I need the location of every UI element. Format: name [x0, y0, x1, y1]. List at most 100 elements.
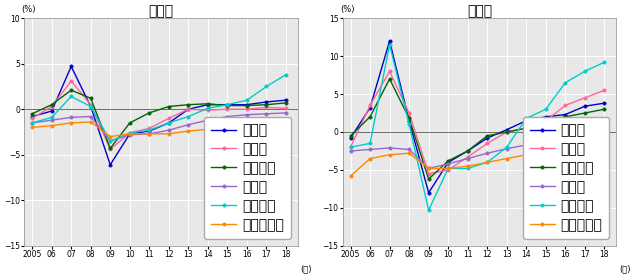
地方その他: [347, 174, 354, 178]
名古屋圈: [522, 127, 530, 130]
大阪圈: [522, 127, 530, 130]
東京圈: [522, 119, 530, 122]
地方四市: [444, 167, 452, 170]
東京圈: [184, 108, 192, 111]
地方その他: [366, 157, 374, 160]
東京圈: [243, 103, 250, 106]
地方その他: [224, 124, 231, 127]
地方圈: [522, 143, 530, 147]
地方四市: [48, 116, 56, 119]
大阪圈: [366, 104, 374, 107]
大阪圈: [165, 117, 172, 120]
地方四市: [29, 121, 36, 124]
地方圈: [107, 139, 114, 143]
地方その他: [67, 121, 75, 124]
東京圈: [262, 100, 270, 104]
地方圈: [464, 157, 472, 160]
地方その他: [282, 121, 290, 124]
地方圈: [126, 133, 134, 136]
大阪圈: [444, 168, 452, 172]
東京圈: [444, 161, 452, 164]
地方圈: [224, 115, 231, 118]
地方四市: [107, 139, 114, 143]
地方圈: [262, 112, 270, 115]
地方圈: [184, 123, 192, 126]
Text: (%): (%): [340, 5, 354, 14]
名古屋圈: [600, 108, 608, 111]
地方圈: [366, 148, 374, 151]
地方その他: [600, 134, 608, 137]
名古屋圈: [542, 119, 550, 122]
Line: 地方その他: 地方その他: [349, 134, 606, 178]
Line: 地方圈: 地方圈: [349, 132, 606, 170]
大阪圈: [126, 131, 134, 135]
東京圈: [503, 128, 510, 131]
地方圈: [87, 115, 94, 118]
東京圈: [87, 105, 94, 108]
東京圈: [224, 103, 231, 106]
大阪圈: [29, 117, 36, 120]
名古屋圈: [282, 101, 290, 105]
地方四市: [347, 145, 354, 149]
地方その他: [385, 153, 393, 156]
地方圈: [562, 138, 569, 141]
名古屋圈: [581, 112, 588, 115]
地方四市: [262, 85, 270, 88]
大阪圈: [600, 89, 608, 92]
地方四市: [483, 161, 491, 164]
大阪圈: [282, 107, 290, 110]
地方四市: [522, 117, 530, 120]
Line: 地方四市: 地方四市: [349, 43, 606, 212]
地方その他: [107, 135, 114, 138]
地方四市: [145, 129, 153, 132]
地方圈: [67, 116, 75, 119]
地方圈: [405, 148, 413, 151]
地方その他: [87, 120, 94, 124]
大阪圈: [67, 79, 75, 83]
地方四市: [67, 95, 75, 98]
名古屋圈: [444, 159, 452, 163]
名古屋圈: [48, 103, 56, 106]
名古屋圈: [562, 115, 569, 118]
地方その他: [483, 161, 491, 164]
東京圈: [165, 121, 172, 124]
地方四市: [503, 145, 510, 149]
大阪圈: [562, 104, 569, 107]
地方その他: [126, 132, 134, 136]
地方その他: [542, 149, 550, 153]
地方四市: [204, 107, 212, 110]
地方その他: [165, 132, 172, 136]
地方圈: [425, 167, 432, 170]
大阪圈: [405, 112, 413, 115]
地方圈: [243, 113, 250, 116]
地方その他: [262, 122, 270, 126]
大阪圈: [262, 106, 270, 109]
地方四市: [405, 123, 413, 126]
地方四市: [87, 105, 94, 108]
大阪圈: [224, 108, 231, 111]
地方その他: [464, 164, 472, 168]
Title: 住宅地: 住宅地: [148, 4, 174, 18]
名古屋圈: [107, 147, 114, 150]
地方圈: [542, 140, 550, 144]
Title: 商業地: 商業地: [467, 4, 492, 18]
地方四市: [562, 81, 569, 84]
名古屋圈: [347, 134, 354, 137]
東京圈: [581, 105, 588, 108]
地方四市: [385, 43, 393, 46]
地方その他: [145, 132, 153, 136]
大阪圈: [184, 108, 192, 111]
名古屋圈: [204, 102, 212, 105]
地方その他: [29, 126, 36, 129]
大阪圈: [87, 103, 94, 106]
Line: 地方その他: 地方その他: [30, 120, 288, 138]
東京圈: [126, 132, 134, 136]
Line: 名古屋圈: 名古屋圈: [30, 88, 288, 150]
東京圈: [29, 115, 36, 118]
東京圈: [107, 163, 114, 166]
地方四市: [600, 60, 608, 64]
地方四市: [282, 73, 290, 76]
東京圈: [145, 129, 153, 133]
名古屋圈: [126, 121, 134, 124]
地方圈: [483, 152, 491, 155]
